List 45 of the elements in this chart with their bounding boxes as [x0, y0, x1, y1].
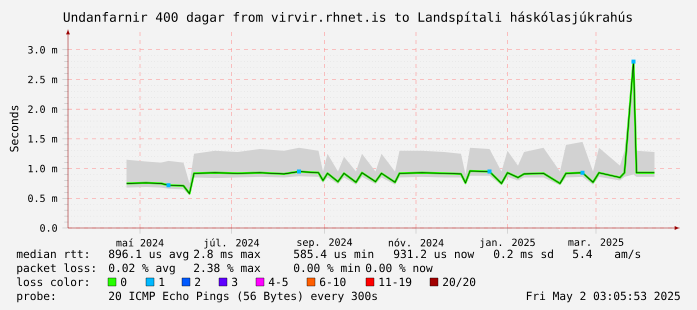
- y-tick-label: 2.5 m: [28, 76, 58, 84]
- y-tick-label: 0.5 m: [28, 194, 58, 202]
- text: 931.2 us now: [394, 250, 474, 258]
- x-tick-label: sep. 2024: [297, 238, 352, 248]
- x-tick-label: júl. 2024: [204, 238, 260, 248]
- text: 5.4: [573, 250, 592, 258]
- text: 0.2 ms sd: [494, 249, 553, 258]
- text: 585.4 us min: [294, 249, 374, 258]
- legend-title: loss color:: [17, 277, 88, 286]
- point: [297, 170, 302, 174]
- x-tick-label: jan. 2025: [480, 238, 535, 248]
- text: 0.00 % now: [366, 264, 433, 272]
- text: am/s: [614, 250, 640, 260]
- legend-label: 11-19: [380, 278, 412, 286]
- y-tick-label: 1.0 m: [28, 164, 58, 172]
- y-tick-label: 0.0: [40, 224, 57, 232]
- point: [631, 60, 636, 64]
- legend-label: 0: [121, 278, 126, 286]
- legend-label: 2: [195, 278, 200, 286]
- text: probe:: [17, 291, 54, 302]
- text: 2.8 ms max: [194, 250, 260, 258]
- legend-label: 3: [232, 278, 238, 286]
- x-tick-label: maí 2024: [116, 238, 164, 247]
- text: Fri May 2 03:05:53 2025: [526, 291, 680, 302]
- y-axis-title: Seconds: [10, 106, 18, 152]
- legend-label: 20/20: [443, 278, 476, 288]
- point: [487, 170, 492, 174]
- text: packet loss:: [17, 263, 94, 274]
- legend-label: 1: [160, 278, 164, 286]
- text: 20 ICMP Echo Pings (56 Bytes) every 300s: [109, 291, 377, 302]
- text: 0.00 % min: [294, 263, 360, 272]
- point: [166, 183, 171, 188]
- text: 896.1 us avg: [108, 250, 188, 260]
- y-tick-label: 2.0 m: [28, 105, 58, 113]
- text: median rtt:: [16, 249, 88, 258]
- chart-title: Undanfarnir 400 dagar from virvir.rhnet.is to Landspítali háskólasjúkrahús: [64, 12, 632, 24]
- text: 0.02 % avg: [109, 264, 175, 274]
- y-tick-label: 1.5 m: [28, 135, 58, 143]
- legend-label: 6-10: [320, 278, 346, 286]
- x-tick-label: nóv. 2024: [388, 238, 444, 247]
- text: 2.38 % max: [194, 264, 260, 272]
- legend-label: 4-5: [268, 278, 288, 286]
- x-tick-label: mar. 2025: [568, 238, 624, 246]
- y-tick-label: 3.0 m: [28, 46, 58, 54]
- point: [580, 170, 584, 175]
